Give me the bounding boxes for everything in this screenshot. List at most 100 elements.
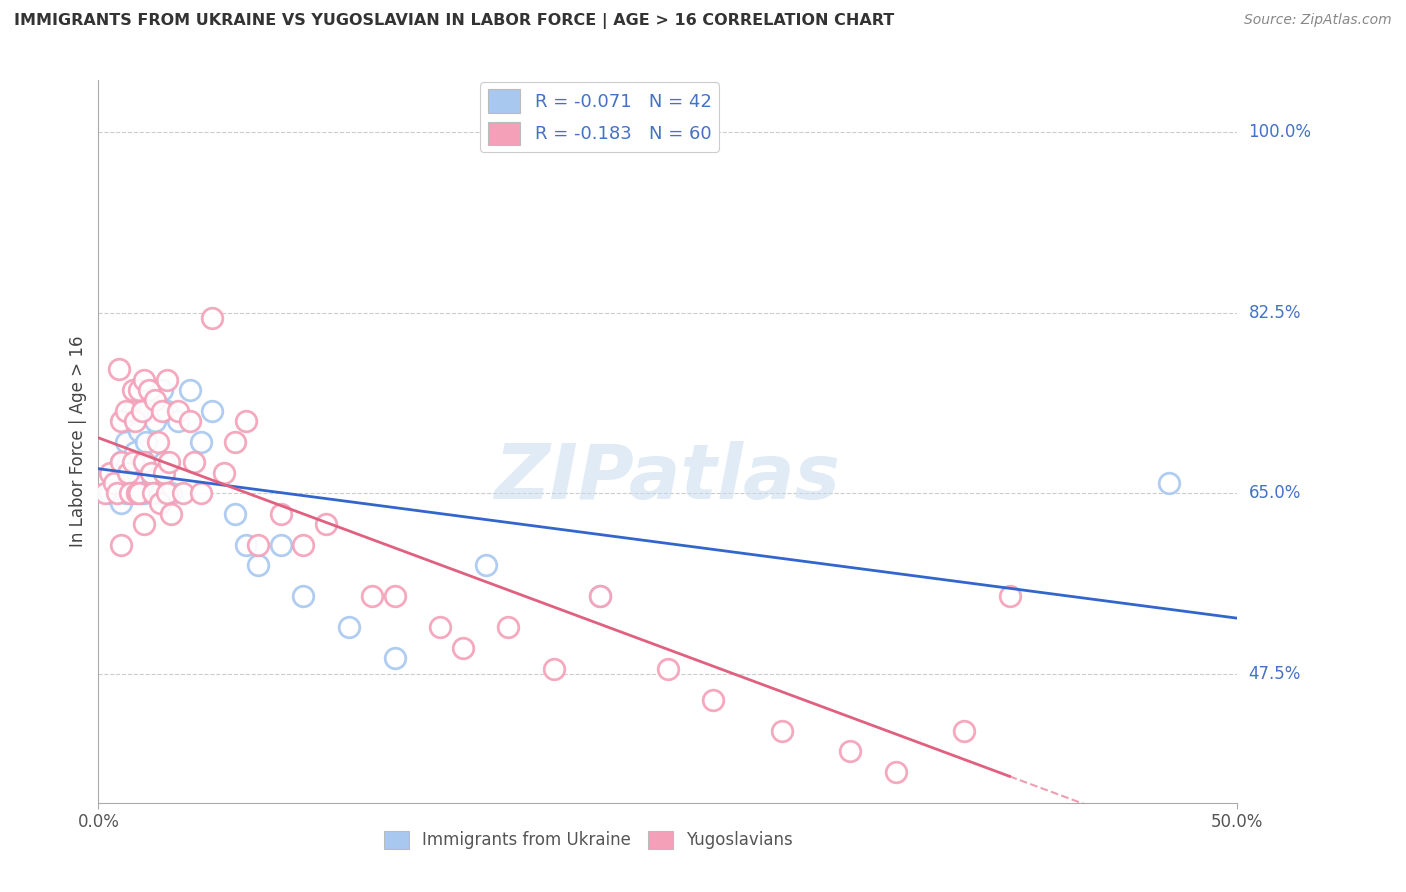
Point [149,486,172,500]
Point [337,620,360,634]
Point [108,486,131,500]
Point [121,486,143,500]
Point [131,486,153,500]
Text: 47.5%: 47.5% [1249,665,1301,682]
Point [246,538,269,552]
Point [156,373,179,387]
Point [128,383,150,397]
Point [114,434,136,449]
Point [360,590,382,604]
Point [156,486,179,500]
Point [998,590,1021,604]
Point [110,455,132,469]
Point [98,466,121,480]
Point [315,517,337,532]
Text: ZIPatlas: ZIPatlas [495,441,841,515]
Point [110,414,132,428]
Point [474,558,496,573]
Point [110,496,132,510]
Point [702,692,724,706]
Point [543,662,565,676]
Point [1157,475,1180,490]
Point [149,496,172,510]
Point [157,455,180,469]
Point [224,434,246,449]
Point [114,486,136,500]
Point [110,538,132,552]
Point [146,466,169,480]
Point [429,620,451,634]
Point [588,590,610,604]
Point [246,558,269,573]
Point [150,403,173,417]
Point [384,590,406,604]
Point [190,434,212,449]
Point [292,538,315,552]
Point [128,424,150,438]
Point [201,403,224,417]
Point [117,466,139,480]
Point [156,403,179,417]
Point [114,403,136,417]
Text: 100.0%: 100.0% [1249,123,1312,141]
Point [110,455,132,469]
Point [105,466,128,480]
Point [224,507,246,521]
Point [235,538,257,552]
Point [451,640,474,655]
Point [588,590,610,604]
Point [142,486,165,500]
Point [135,434,157,449]
Point [132,455,155,469]
Point [153,455,176,469]
Point [124,414,146,428]
Point [139,466,162,480]
Point [172,486,194,500]
Point [657,662,679,676]
Point [139,466,162,480]
Point [183,455,205,469]
Point [150,383,173,397]
Text: 82.5%: 82.5% [1249,303,1301,321]
Point [145,393,167,408]
Point [270,507,292,521]
Point [770,723,793,738]
Point [127,486,149,500]
Point [153,466,176,480]
Point [190,486,212,500]
Point [839,744,862,758]
Text: IMMIGRANTS FROM UKRAINE VS YUGOSLAVIAN IN LABOR FORCE | AGE > 16 CORRELATION CHA: IMMIGRANTS FROM UKRAINE VS YUGOSLAVIAN I… [14,13,894,29]
Text: 65.0%: 65.0% [1249,484,1301,502]
Point [132,373,155,387]
Point [212,466,235,480]
Point [384,651,406,665]
Point [98,486,121,500]
Point [121,403,143,417]
Text: Source: ZipAtlas.com: Source: ZipAtlas.com [1244,13,1392,28]
Point [132,486,155,500]
Y-axis label: In Labor Force | Age > 16: In Labor Force | Age > 16 [69,335,87,548]
Point [270,538,292,552]
Legend: Immigrants from Ukraine, Yugoslavians: Immigrants from Ukraine, Yugoslavians [377,824,799,856]
Point [235,414,257,428]
Point [146,434,169,449]
Point [179,414,201,428]
Point [160,507,183,521]
Point [179,383,201,397]
Point [498,620,520,634]
Point [117,455,139,469]
Point [884,764,907,779]
Point [124,445,146,459]
Point [138,383,160,397]
Point [105,486,128,500]
Point [953,723,976,738]
Point [128,486,150,500]
Point [132,517,155,532]
Point [120,475,142,490]
Point [120,486,142,500]
Point [201,310,224,325]
Point [292,590,315,604]
Point [127,466,149,480]
Point [138,403,160,417]
Point [167,414,190,428]
